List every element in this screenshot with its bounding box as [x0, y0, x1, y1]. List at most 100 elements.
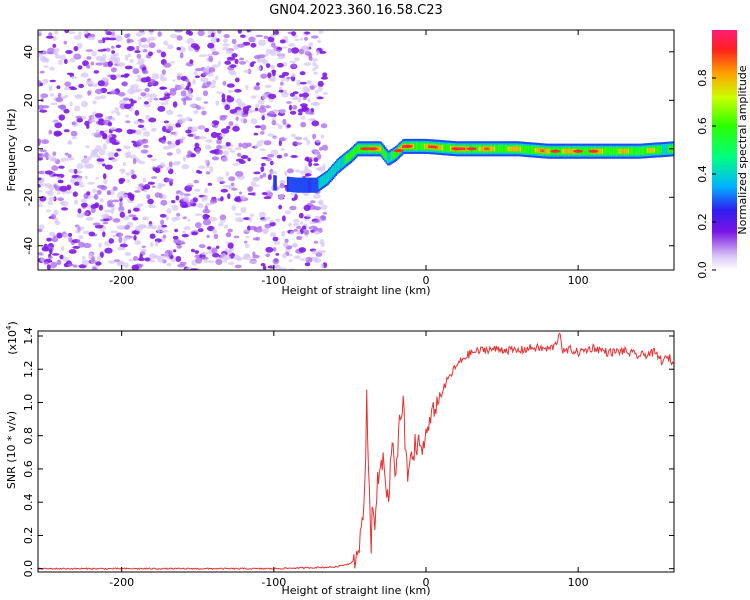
x-tick-label: 0: [422, 576, 429, 589]
noise-blob: [136, 186, 144, 191]
noise-blob: [55, 54, 62, 59]
noise-blob: [215, 100, 220, 106]
noise-blob: [91, 50, 97, 57]
noise-blob: [133, 207, 140, 212]
signal-peak: [367, 147, 378, 151]
noise-blob: [54, 31, 59, 35]
noise-blob: [163, 40, 169, 46]
noise-blob: [172, 79, 176, 82]
noise-blob: [246, 30, 251, 33]
noise-blob: [242, 41, 251, 46]
signal-peak: [466, 147, 477, 151]
noise-blob: [74, 181, 80, 186]
spectrogram-y-label: Frequency (Hz): [5, 109, 18, 192]
noise-blob: [276, 186, 281, 190]
noise-blob: [211, 64, 219, 68]
noise-blob: [301, 105, 308, 111]
noise-blob: [211, 247, 218, 254]
noise-blob: [192, 132, 197, 137]
noise-blob: [237, 30, 242, 34]
noise-blob: [116, 192, 122, 200]
noise-blob: [278, 74, 286, 79]
noise-blob: [159, 192, 163, 199]
signal-cell: [625, 148, 628, 154]
noise-blob: [317, 80, 324, 88]
signal-cell: [425, 144, 428, 149]
noise-blob: [51, 165, 59, 171]
noise-blob: [80, 158, 90, 164]
noise-blob: [104, 116, 113, 121]
noise-blob: [275, 123, 280, 126]
noise-blob: [148, 117, 157, 123]
noise-blob: [102, 143, 108, 150]
noise-blob: [282, 252, 288, 259]
noise-blob: [157, 31, 162, 37]
noise-blob: [224, 104, 230, 111]
noise-blob: [225, 171, 230, 177]
noise-blob: [98, 242, 102, 248]
noise-blob: [109, 127, 117, 131]
signal-cell: [289, 177, 292, 192]
signal-cell: [343, 155, 346, 167]
noise-blob: [176, 47, 181, 51]
noise-blob: [176, 35, 183, 41]
y-tick-label: 0.6: [22, 460, 35, 478]
noise-blob: [270, 64, 275, 70]
signal-cell: [660, 145, 663, 154]
signal-peak: [573, 149, 584, 153]
noise-blob: [187, 184, 194, 188]
signal-cell: [560, 147, 563, 155]
y-tick-label: 1.4: [22, 327, 35, 345]
signal-cell: [586, 147, 589, 155]
noise-blob: [235, 158, 244, 162]
noise-blob: [223, 34, 230, 39]
noise-blob: [169, 89, 177, 96]
signal-cell: [345, 155, 348, 163]
noise-blob: [317, 250, 327, 254]
signal-cell: [653, 147, 657, 153]
noise-blob: [90, 61, 95, 66]
noise-blob: [187, 218, 191, 222]
noise-blob: [82, 60, 89, 67]
noise-blob: [98, 204, 103, 211]
noise-blob: [226, 125, 231, 130]
noise-blob: [291, 63, 297, 69]
noise-blob: [160, 101, 169, 106]
signal-cell: [626, 148, 629, 154]
noise-blob: [292, 218, 300, 223]
noise-blob: [81, 256, 86, 260]
noise-blob: [278, 193, 285, 200]
signal-cell: [419, 142, 422, 151]
noise-blob: [150, 241, 154, 248]
signal-cell: [547, 148, 550, 154]
signal-cell: [496, 145, 499, 153]
noise-blob: [293, 228, 298, 232]
noise-blob: [229, 150, 236, 153]
noise-blob: [48, 32, 53, 37]
noise-blob: [275, 218, 281, 222]
noise-blob: [194, 135, 201, 140]
noise-blob: [125, 172, 131, 176]
noise-blob: [260, 166, 265, 172]
signal-cell: [600, 148, 603, 154]
noise-blob: [108, 130, 113, 134]
noise-blob: [96, 158, 105, 162]
noise-blob: [261, 93, 267, 100]
noise-blob: [93, 70, 100, 74]
noise-blob: [72, 191, 78, 197]
signal-cell: [380, 146, 383, 152]
noise-blob: [210, 30, 215, 33]
signal-cell: [295, 177, 298, 193]
noise-blob: [118, 236, 123, 243]
noise-blob: [170, 258, 177, 263]
signal-cell: [571, 148, 574, 154]
noise-blob: [82, 230, 90, 235]
noise-blob: [185, 85, 190, 91]
noise-blob: [147, 154, 153, 158]
colorbar-tick-label: 0.8: [696, 69, 709, 87]
noise-blob: [183, 99, 187, 106]
noise-blob: [292, 222, 300, 227]
noise-blob: [265, 190, 272, 193]
noise-blob: [268, 93, 277, 100]
noise-blob: [143, 101, 149, 105]
